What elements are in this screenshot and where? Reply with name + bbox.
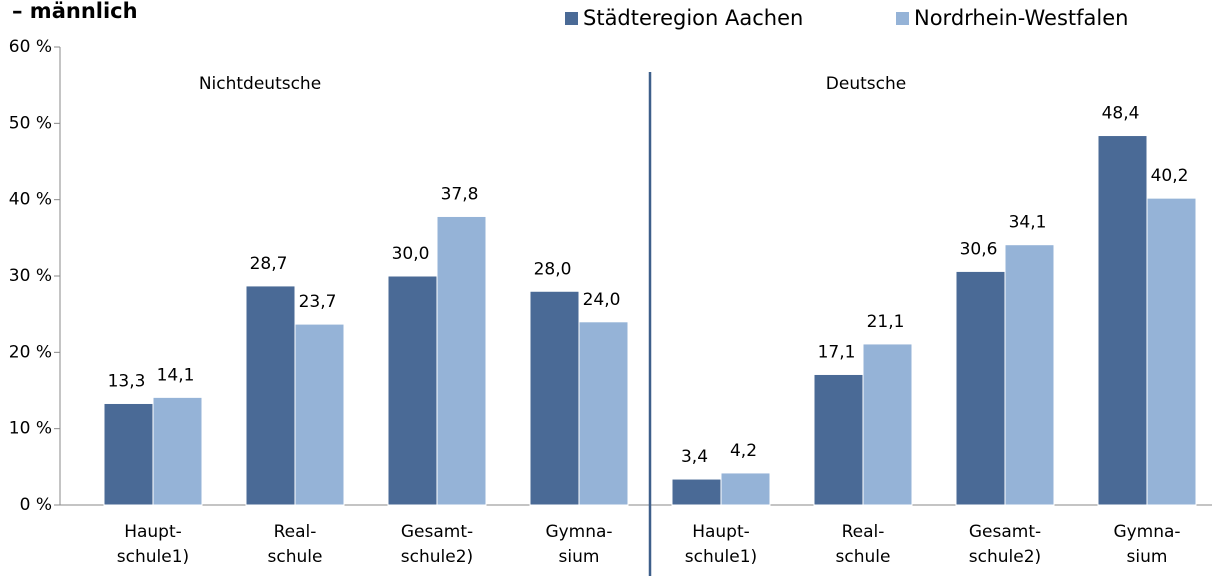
value-label: 23,7 <box>299 292 337 312</box>
value-label: 24,0 <box>583 290 621 310</box>
value-label: 30,6 <box>960 239 998 259</box>
value-label: 28,7 <box>250 254 288 274</box>
value-label: 37,8 <box>441 184 479 204</box>
y-tick-label: 20 % <box>9 342 52 362</box>
y-tick-label: 0 % <box>20 495 52 515</box>
value-label: 34,1 <box>1009 213 1047 233</box>
y-tick-label: 30 % <box>9 266 52 286</box>
bar <box>103 402 154 506</box>
group-label: Nichtdeutsche <box>199 74 321 94</box>
bar <box>152 396 203 506</box>
x-tick-label: Haupt- schule1) <box>684 522 758 567</box>
value-label: 17,1 <box>818 342 856 362</box>
bar <box>1097 135 1148 506</box>
bar <box>245 285 296 506</box>
bar <box>529 290 580 506</box>
bar <box>387 275 438 506</box>
value-label: 14,1 <box>157 365 195 385</box>
x-tick-label: Haupt- schule1) <box>116 522 190 567</box>
y-tick-label: 60 % <box>9 37 52 57</box>
x-tick-label: Real- schule <box>267 522 323 567</box>
y-tick-label: 50 % <box>9 113 52 133</box>
value-label: 21,1 <box>867 312 905 332</box>
y-tick-label: 10 % <box>9 419 52 439</box>
bar <box>578 321 629 506</box>
value-label: 28,0 <box>534 259 572 279</box>
group-label: Deutsche <box>826 74 906 94</box>
legend-swatch <box>565 12 578 25</box>
value-label: 48,4 <box>1102 104 1140 124</box>
bar <box>671 478 722 506</box>
x-tick-label: Gesamt- schule2) <box>968 522 1042 567</box>
bar <box>955 270 1006 506</box>
value-label: 30,0 <box>392 244 430 264</box>
value-label: 3,4 <box>681 447 708 467</box>
chart-title: – männlich <box>12 0 138 23</box>
legend-label: Nordrhein-Westfalen <box>914 6 1128 30</box>
bar <box>1146 197 1197 506</box>
legend-label: Städteregion Aachen <box>583 6 803 30</box>
bar <box>813 373 864 506</box>
x-tick-label: Real- schule <box>835 522 891 567</box>
y-tick-label: 40 % <box>9 190 52 210</box>
value-label: 13,3 <box>108 371 146 391</box>
x-tick-label: Gesamt- schule2) <box>400 522 474 567</box>
bar <box>1004 244 1055 506</box>
legend-swatch <box>896 12 909 25</box>
bar <box>720 472 771 506</box>
value-label: 40,2 <box>1151 166 1189 186</box>
x-tick-label: Gymna- sium <box>1113 522 1181 567</box>
bar <box>294 323 345 506</box>
value-label: 4,2 <box>730 441 757 461</box>
bar <box>862 343 913 506</box>
x-tick-label: Gymna- sium <box>545 522 613 567</box>
bar <box>436 215 487 506</box>
